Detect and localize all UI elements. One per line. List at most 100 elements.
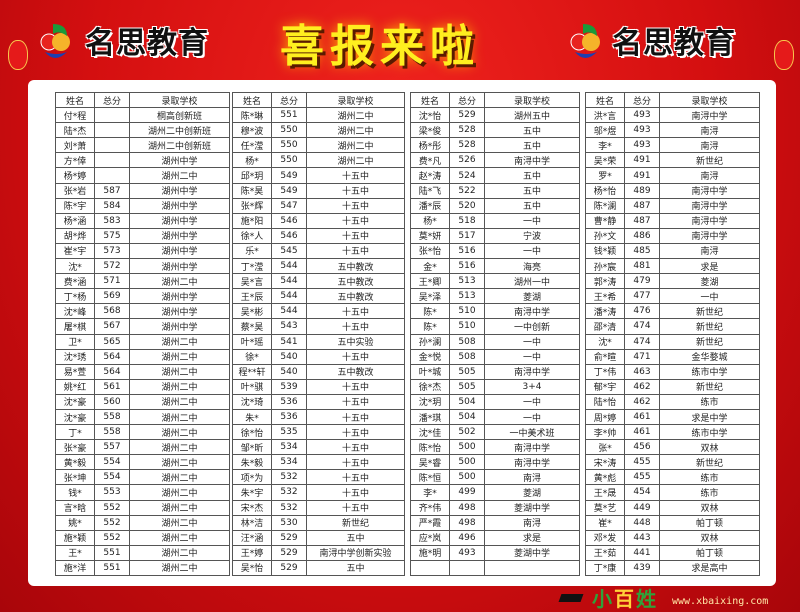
admitted-school: 湖州二中 xyxy=(129,559,230,577)
total-score: 462 xyxy=(624,378,660,395)
admitted-school: 湖州中学 xyxy=(129,303,230,320)
student-name: 朱*毅 xyxy=(232,454,272,471)
admitted-school: 湖州二中 xyxy=(129,378,230,395)
admitted-school: 湖州二中 xyxy=(129,499,230,516)
table-row: 徐* 540 十五中 xyxy=(232,348,405,365)
total-score: 528 xyxy=(449,137,485,154)
student-name: 邱*玥 xyxy=(232,167,272,184)
table-row: 徐*人 546 十五中 xyxy=(232,227,405,244)
column-header: 录取学校 xyxy=(484,91,580,109)
total-score xyxy=(94,167,130,184)
total-score: 554 xyxy=(94,454,130,471)
student-name: 陈*怡 xyxy=(410,439,450,456)
admitted-school: 练市中学 xyxy=(659,424,760,441)
student-name: 陈*琳 xyxy=(232,107,272,124)
total-score: 499 xyxy=(449,484,485,501)
table-row: 邹*昕 534 十五中 xyxy=(232,439,405,456)
admitted-school: 十五中 xyxy=(306,197,405,214)
total-score: 508 xyxy=(449,333,485,350)
watermark-logo: 小百姓 xyxy=(592,587,658,611)
table-row: 潘*涛 476 新世纪 xyxy=(585,303,760,320)
brand-logo-icon xyxy=(40,24,70,58)
student-name: 朱*宇 xyxy=(232,484,272,501)
column-header: 总分 xyxy=(94,91,130,109)
admitted-school: 五中 xyxy=(306,529,405,546)
admitted-school: 菱湖中学 xyxy=(484,544,580,561)
admitted-school: 南浔中学 xyxy=(484,303,580,320)
student-name: 潘*琪 xyxy=(410,408,450,426)
table-row: 张*岩 587 湖州中学 xyxy=(55,182,230,199)
student-name: 赵*涛 xyxy=(410,167,450,184)
table-row: 孙*文 486 南浔中学 xyxy=(585,227,760,244)
student-name: 王*辰 xyxy=(232,288,272,305)
total-score: 443 xyxy=(624,529,660,546)
table-row: 徐*怡 535 十五中 xyxy=(232,424,405,441)
table-row: 吴*睿 500 南浔中学 xyxy=(410,454,580,471)
student-name: 费*凡 xyxy=(410,152,450,169)
admitted-school: 湖州中学 xyxy=(129,288,230,305)
student-name: 王*卿 xyxy=(410,273,450,290)
total-score: 491 xyxy=(624,167,660,184)
student-name xyxy=(410,559,450,577)
banner-header: 名思教育 喜报来啦 名思教育 xyxy=(0,0,800,80)
table-row: 黄*毅 554 湖州二中 xyxy=(55,454,230,471)
student-name: 莫*艺 xyxy=(585,499,625,516)
student-name: 王*希 xyxy=(585,288,625,305)
table-row: 徐*杰 505 3+4 xyxy=(410,378,580,395)
table-row: 施*颖 552 湖州二中 xyxy=(55,529,230,546)
student-name: 钱* xyxy=(55,484,95,501)
table-row: 陈*琳 551 湖州二中 xyxy=(232,107,405,124)
total-score: 479 xyxy=(624,273,660,290)
student-name: 俞*暄 xyxy=(585,348,625,365)
brand-logo-icon xyxy=(570,24,600,58)
student-name: 项*为 xyxy=(232,469,272,486)
student-name: 周*婷 xyxy=(585,408,625,426)
table-row: 杨*婷 湖州二中 xyxy=(55,167,230,184)
admitted-school: 湖州二中 xyxy=(306,122,405,139)
admission-table: 姓名 总分 录取学校 洪*言 493 南浔中学 邬*煜 493 南浔 李* 493 南浔 吴*荣 491 新… xyxy=(585,91,760,577)
admitted-school: 求是中学 xyxy=(659,408,760,426)
student-name: 邓*发 xyxy=(585,529,625,546)
student-name: 叶*瑶 xyxy=(232,333,272,350)
table-row: 叶*瑶 541 五中实验 xyxy=(232,333,405,350)
table-row: 王*茹 441 帕丁顿 xyxy=(585,544,760,561)
table-row: 郭*涛 479 菱湖 xyxy=(585,273,760,290)
column-header: 姓名 xyxy=(410,91,450,109)
total-score: 476 xyxy=(624,303,660,320)
student-name: 吴*荣 xyxy=(585,152,625,169)
total-score: 489 xyxy=(624,182,660,199)
student-name: 蔡*昊 xyxy=(232,318,272,335)
student-name: 卫* xyxy=(55,333,95,350)
table-row: 曹*静 487 南浔中学 xyxy=(585,212,760,229)
admitted-school: 湖州二中 xyxy=(129,424,230,441)
student-name: 杨*涵 xyxy=(55,212,95,229)
admitted-school: 十五中 xyxy=(306,439,405,456)
admitted-school: 湖州二中 xyxy=(306,107,405,124)
admitted-school: 帕丁顿 xyxy=(659,544,760,561)
total-score: 493 xyxy=(624,107,660,124)
student-name: 丁*康 xyxy=(585,559,625,577)
table-row: 应*岚 496 求是 xyxy=(410,529,580,546)
admitted-school: 练市 xyxy=(659,469,760,486)
total-score: 500 xyxy=(449,454,485,471)
total-score: 526 xyxy=(449,152,485,169)
total-score: 583 xyxy=(94,212,130,229)
total-score xyxy=(94,122,130,139)
column-header: 总分 xyxy=(624,91,660,109)
total-score xyxy=(94,152,130,169)
total-score: 550 xyxy=(271,122,307,139)
student-name: 齐*伟 xyxy=(410,499,450,516)
student-name: 杨*婷 xyxy=(55,167,95,184)
student-name: 李* xyxy=(585,137,625,154)
table-row: 吴*荣 491 新世纪 xyxy=(585,152,760,169)
admitted-school: 十五中 xyxy=(306,242,405,260)
brand-name: 名思教育 xyxy=(85,26,209,61)
table-row: 陈* 510 一中创新 xyxy=(410,318,580,335)
student-name: 刘*萧 xyxy=(55,137,95,154)
table-row: 陈*昊 549 十五中 xyxy=(232,182,405,199)
admitted-school: 练市 xyxy=(659,393,760,410)
admitted-school: 南浔中学 xyxy=(484,454,580,471)
student-name: 孙*宸 xyxy=(585,258,625,275)
total-score: 487 xyxy=(624,197,660,214)
table-row: 丁*杨 569 湖州中学 xyxy=(55,288,230,305)
